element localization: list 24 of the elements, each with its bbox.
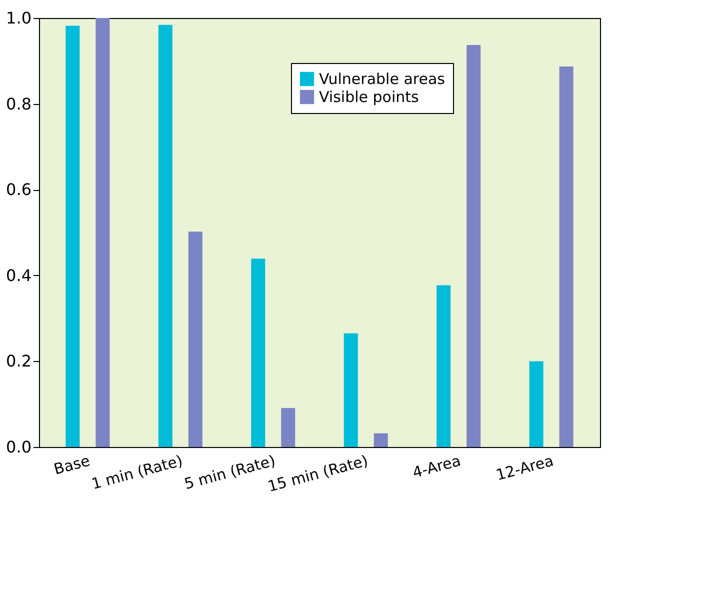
legend-label: Vulnerable areas [319, 70, 446, 88]
bar [529, 361, 544, 447]
x-tick-label: Base [52, 452, 92, 478]
y-tick-label: 0.8 [6, 94, 32, 114]
bar [188, 232, 202, 447]
bar [344, 333, 358, 447]
x-tick-label: 12-Area [494, 452, 556, 484]
x-tick-label: 4-Area [410, 452, 463, 482]
bar [466, 45, 481, 447]
bar [158, 24, 172, 447]
bar [436, 285, 451, 447]
x-tick-label: 1 min (Rate) [90, 452, 185, 494]
y-tick-label: 0.0 [6, 438, 32, 456]
legend-label: Visible points [319, 88, 420, 106]
bar [251, 258, 266, 447]
bar [66, 26, 80, 447]
bar [281, 408, 296, 447]
bar [96, 18, 110, 447]
y-tick-label: 0.6 [6, 180, 32, 200]
bar [374, 433, 388, 447]
bar [559, 66, 574, 447]
y-tick-label: 0.4 [6, 266, 32, 285]
y-tick-label: 0.2 [6, 352, 32, 371]
y-tick-label: 1.0 [6, 8, 32, 28]
